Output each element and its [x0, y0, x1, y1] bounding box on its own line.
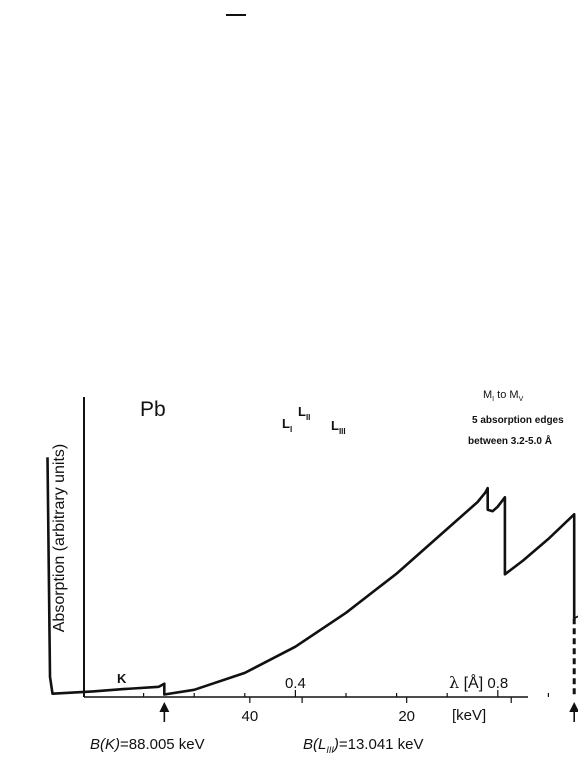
edge-marker-value: =13.041 keV	[339, 736, 424, 753]
edge-subscript: III	[339, 427, 346, 436]
m-from-sub: I	[492, 396, 494, 403]
m-to: M	[509, 389, 518, 401]
energy-axis-label: [keV]	[452, 707, 486, 724]
edge-label-k: K	[117, 671, 127, 686]
lambda-unit: [Å]	[459, 673, 483, 692]
lambda-axis-label: λ [Å]	[449, 673, 483, 692]
edge-marker-label: B(LIII)=13.041 keV	[303, 736, 424, 755]
edge-marker-label: B(K)=88.005 keV	[90, 736, 205, 753]
edge-letter: L	[331, 418, 339, 433]
top-fragment-bar	[226, 14, 246, 16]
energy-tick-label: 40	[241, 708, 258, 725]
edge-label-li: LI	[282, 416, 292, 434]
annotation-line-2: between 3.2-5.0 Å	[468, 434, 552, 447]
annotation-line-1: 5 absorption edges	[472, 415, 564, 426]
edge-marker-suffix: )	[332, 736, 339, 753]
energy-tick-label: 20	[398, 708, 415, 725]
m-from: M	[483, 389, 492, 401]
edge-label-liii: LIII	[331, 418, 346, 436]
m-to-word: to	[494, 389, 509, 401]
edge-marker-value: =88.005 keV	[120, 736, 205, 753]
edge-letter: L	[282, 416, 290, 431]
edge-marker-name: B(K)	[90, 736, 120, 753]
edge-letter: L	[298, 404, 306, 419]
edge-marker-name: B(L	[303, 736, 326, 753]
m-edges-label: MI to MV	[483, 389, 524, 403]
edge-letter: K	[117, 671, 127, 686]
lambda-symbol: λ	[449, 673, 459, 692]
chart-title: Pb	[140, 398, 166, 421]
lambda-tick-label: 0.4	[285, 675, 306, 692]
m-to-sub: V	[519, 396, 524, 403]
lambda-tick-label: 0.8	[487, 675, 508, 692]
edge-label-lii: LII	[298, 404, 310, 422]
edge-subscript: I	[290, 425, 292, 434]
edge-subscript: II	[306, 413, 310, 422]
edge-marker-subscript: III	[326, 745, 334, 755]
y-axis-label: Absorption (arbitrary units)	[51, 444, 68, 633]
series-solid-line	[46, 457, 576, 696]
